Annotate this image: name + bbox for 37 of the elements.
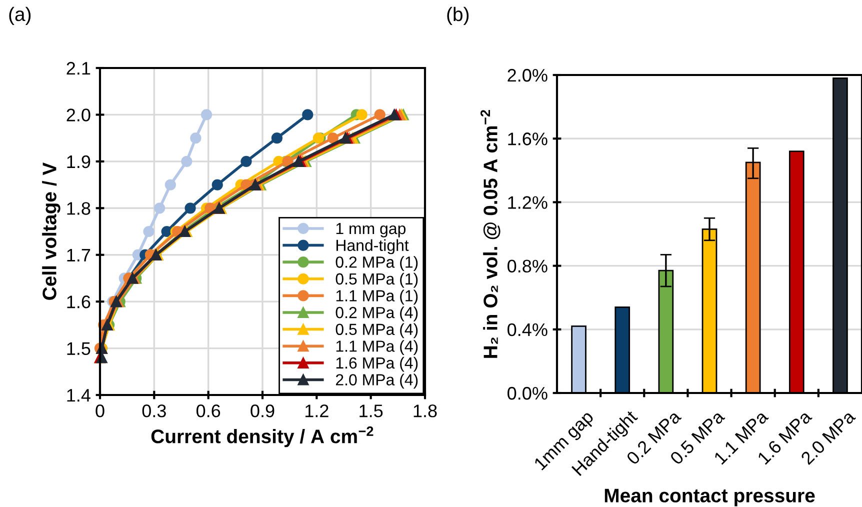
y-axis-title: H₂ in O₂ vol. @ 0.05 A cm$^{−2}$ bbox=[480, 110, 500, 358]
y-tick-label: 1.7 bbox=[67, 248, 90, 262]
y-tick-label: 0.0% bbox=[508, 386, 548, 400]
y-tick-label: 0.8% bbox=[508, 260, 548, 273]
y-tick-label: 1.6 bbox=[67, 296, 90, 308]
y-tick-label: 2.0 bbox=[66, 108, 90, 122]
y-tick-label: 1.6% bbox=[508, 132, 548, 146]
y-tick-label: 1.2% bbox=[508, 196, 548, 209]
legend-label: 0.2 MPa (1) bbox=[336, 256, 418, 271]
legend-label: 1.1 MPa (4) bbox=[336, 340, 418, 355]
legend-label: 2.0 MPa (4) bbox=[336, 374, 418, 389]
x-tick-label: 0.9 bbox=[250, 404, 274, 418]
y-tick-label: 2.0% bbox=[508, 68, 548, 82]
legend-label: 0.2 MPa (4) bbox=[336, 306, 418, 322]
legend-label: 1 mm gap bbox=[336, 223, 406, 238]
x-axis-title: Mean contact pressure bbox=[604, 488, 815, 506]
x-tick-label: 0.3 bbox=[142, 404, 166, 418]
y-tick-label: 1.4 bbox=[67, 389, 90, 402]
x-tick-label: 1.2 bbox=[305, 404, 328, 418]
x-tick-label: 0.6 bbox=[196, 404, 220, 418]
x-axis-title: Current density / A cm$^{−2}$ bbox=[151, 426, 374, 448]
y-tick-label: 1.9 bbox=[67, 155, 90, 168]
legend-label: 1.6 MPa (4) bbox=[336, 356, 418, 372]
y-tick-label: 0.4% bbox=[508, 323, 548, 336]
text: (b) bbox=[447, 6, 469, 25]
legend-label: 1.1 MPa (1) bbox=[336, 290, 418, 305]
y-axis-title: Cell voltage / V bbox=[42, 162, 60, 300]
x-tick-label: 1.8 bbox=[414, 404, 437, 418]
text: (a) bbox=[9, 6, 31, 25]
legend-label: 0.5 MPa (4) bbox=[336, 323, 418, 338]
y-tick-label: 2.1 bbox=[66, 62, 90, 75]
y-tick-label: 1.8 bbox=[67, 202, 90, 215]
legend-label: Hand-tight bbox=[336, 239, 409, 254]
y-tick-label: 1.5 bbox=[67, 342, 90, 356]
x-tick-label: 1.5 bbox=[360, 404, 383, 418]
x-tick-label: 0 bbox=[96, 404, 104, 418]
legend-label: 0.5 MPa (1) bbox=[336, 272, 418, 288]
